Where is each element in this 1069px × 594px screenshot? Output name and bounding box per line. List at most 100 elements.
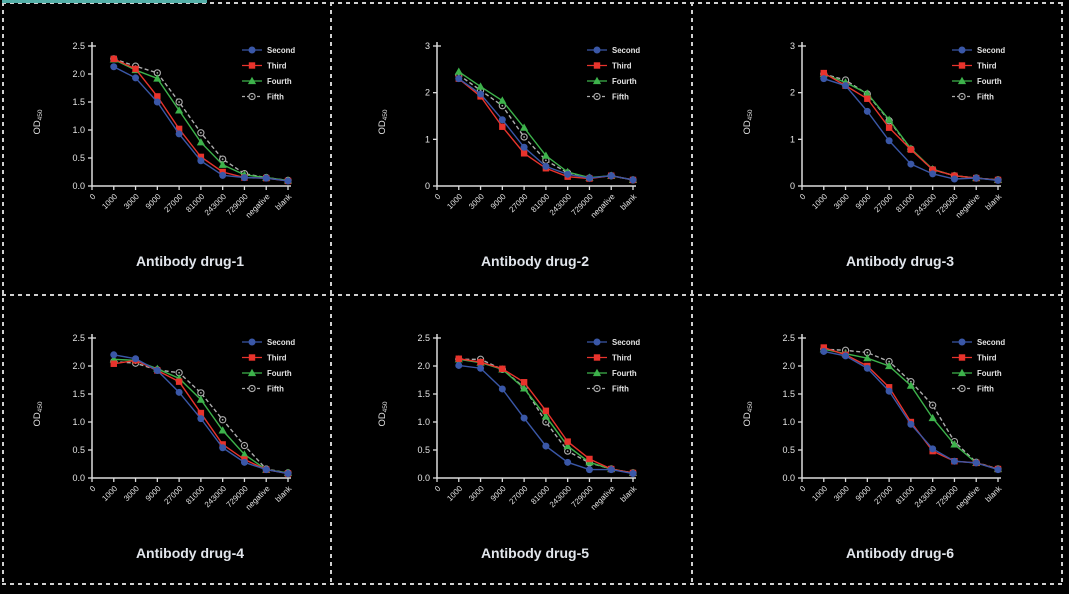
marker-third bbox=[110, 55, 117, 63]
chart-antibody-drug-5: 0.00.51.01.52.02.50 1000 3000 9000 27000 8100… bbox=[377, 333, 640, 561]
marker-fourth bbox=[174, 106, 183, 114]
marker-fifth bbox=[221, 418, 224, 421]
marker-second bbox=[950, 457, 958, 465]
marker-second bbox=[929, 170, 937, 178]
marker-second bbox=[109, 351, 117, 359]
x-tick-label: 1000 bbox=[100, 484, 119, 503]
marker-third bbox=[175, 378, 182, 385]
y-axis-title: OD450 bbox=[742, 401, 754, 426]
marker-second bbox=[907, 420, 915, 428]
marker-fourth bbox=[541, 151, 550, 159]
legend-marker-fifth bbox=[250, 95, 253, 98]
chart-title: Antibody drug-3 bbox=[846, 253, 954, 269]
marker-third bbox=[197, 153, 204, 161]
chart-title: Antibody drug-2 bbox=[480, 253, 588, 269]
y-tick-label: 1.0 bbox=[72, 125, 85, 135]
y-tick-label: 0.5 bbox=[417, 445, 430, 455]
x-tick-label: 27000 bbox=[162, 192, 184, 214]
y-tick-label: 2.5 bbox=[782, 333, 795, 343]
panel-antibody-drug-4: 0.0 0.5 1.0 1.5 2.0 2.5 0 1000 3000 9000 27000 8100… bbox=[2, 296, 331, 584]
marker-second bbox=[950, 175, 958, 183]
x-tick-label: 3000 bbox=[122, 192, 141, 211]
x-tick-label: 9000 bbox=[854, 192, 873, 211]
marker-second bbox=[218, 171, 226, 179]
x-tick-label: 27000 bbox=[162, 484, 184, 506]
legend-label-second: Second bbox=[977, 46, 1005, 55]
x-tick-label: negative bbox=[588, 192, 616, 220]
legend-marker-fourth bbox=[592, 76, 601, 85]
marker-second bbox=[175, 388, 183, 396]
x-tick-label: 1000 bbox=[445, 484, 464, 503]
y-tick-label: 3 bbox=[790, 41, 795, 51]
legend-marker-fourth bbox=[592, 368, 601, 377]
x-tick-label: 243000 bbox=[913, 192, 939, 218]
x-tick-label: 27000 bbox=[507, 192, 529, 214]
x-tick-label: blank bbox=[984, 191, 1005, 212]
marker-fourth bbox=[454, 67, 463, 75]
legend-marker-third bbox=[248, 62, 255, 69]
y-tick-label: 1.0 bbox=[417, 417, 430, 427]
chart-antibody-drug-6: 0.00.51.01.52.02.50 1000 3000 9000 27000 8100… bbox=[742, 333, 1005, 561]
legend-label-third: Third bbox=[267, 61, 287, 70]
legend-label-fourth: Fourth bbox=[977, 369, 1002, 378]
y-axis-title: OD450 bbox=[377, 401, 389, 426]
legend-marker-second bbox=[593, 46, 600, 54]
marker-third bbox=[864, 95, 871, 102]
marker-second bbox=[907, 160, 915, 168]
legend-label-fifth: Fifth bbox=[977, 384, 994, 393]
legend-marker-third bbox=[593, 62, 600, 69]
panel-antibody-drug-1: 0.0 0.5 1.0 1.5 2.0 2.5 0 1000 3000 9000 27000 8100… bbox=[2, 4, 331, 294]
marker-fourth bbox=[928, 413, 937, 422]
marker-third bbox=[885, 384, 893, 391]
legend-label-third: Third bbox=[267, 353, 287, 362]
marker-second bbox=[629, 470, 636, 478]
y-tick-label: 2.0 bbox=[782, 361, 795, 371]
marker-second bbox=[842, 82, 850, 90]
y-tick-label: 3 bbox=[424, 41, 429, 51]
x-tick-label: 0 bbox=[87, 192, 97, 202]
marker-second bbox=[131, 355, 139, 363]
chart-antibody-drug-1: 0.00.51.01.52.02.50 1000 3000 9000 27000 8100… bbox=[32, 41, 295, 269]
panel-divider-horizontal bbox=[2, 294, 1062, 296]
marker-second bbox=[262, 174, 270, 182]
x-tick-label: 0 bbox=[798, 484, 808, 494]
y-tick-label: 2 bbox=[424, 88, 429, 98]
panel-divider-vertical-2 bbox=[691, 2, 693, 584]
y-tick-label: 1.0 bbox=[782, 417, 795, 427]
marker-second bbox=[284, 470, 291, 478]
x-tick-label: 9000 bbox=[143, 484, 162, 503]
marker-second bbox=[218, 444, 226, 452]
legend-marker-third bbox=[958, 62, 966, 69]
marker-third bbox=[175, 125, 182, 133]
x-tick-label: 9000 bbox=[143, 192, 162, 211]
x-tick-label: 9000 bbox=[854, 484, 873, 503]
series-line-fourth bbox=[823, 348, 999, 470]
marker-third bbox=[131, 65, 139, 73]
marker-third bbox=[907, 146, 915, 153]
x-tick-label: 1000 bbox=[445, 192, 464, 211]
legend-marker-fourth bbox=[247, 76, 256, 85]
chart-title: Antibody drug-6 bbox=[846, 545, 954, 561]
marker-third bbox=[820, 69, 827, 77]
y-axis-title: OD450 bbox=[32, 401, 44, 426]
legend-marker-fourth bbox=[957, 368, 967, 377]
x-tick-label: negative bbox=[243, 484, 271, 512]
x-tick-label: 27000 bbox=[507, 484, 529, 506]
y-tick-label: 1.5 bbox=[72, 389, 85, 399]
marker-second bbox=[196, 415, 204, 423]
marker-fourth bbox=[519, 123, 528, 131]
legend-label-third: Third bbox=[612, 353, 632, 362]
y-tick-label: 2.5 bbox=[417, 333, 430, 343]
marker-third bbox=[885, 124, 893, 131]
marker-second bbox=[498, 116, 506, 124]
marker-second bbox=[520, 414, 528, 422]
marker-third bbox=[542, 407, 549, 414]
marker-second bbox=[994, 176, 1002, 184]
marker-second bbox=[563, 170, 571, 178]
legend-marker-fifth bbox=[250, 387, 253, 390]
panel-antibody-drug-3: 0 1 2 3 0 1000 3000 9000 27000 81000 243000 729000 n… bbox=[692, 4, 1062, 294]
marker-second bbox=[885, 137, 893, 145]
marker-second bbox=[563, 458, 571, 466]
chart-title: Antibody drug-5 bbox=[480, 545, 588, 561]
marker-fourth bbox=[152, 74, 161, 82]
